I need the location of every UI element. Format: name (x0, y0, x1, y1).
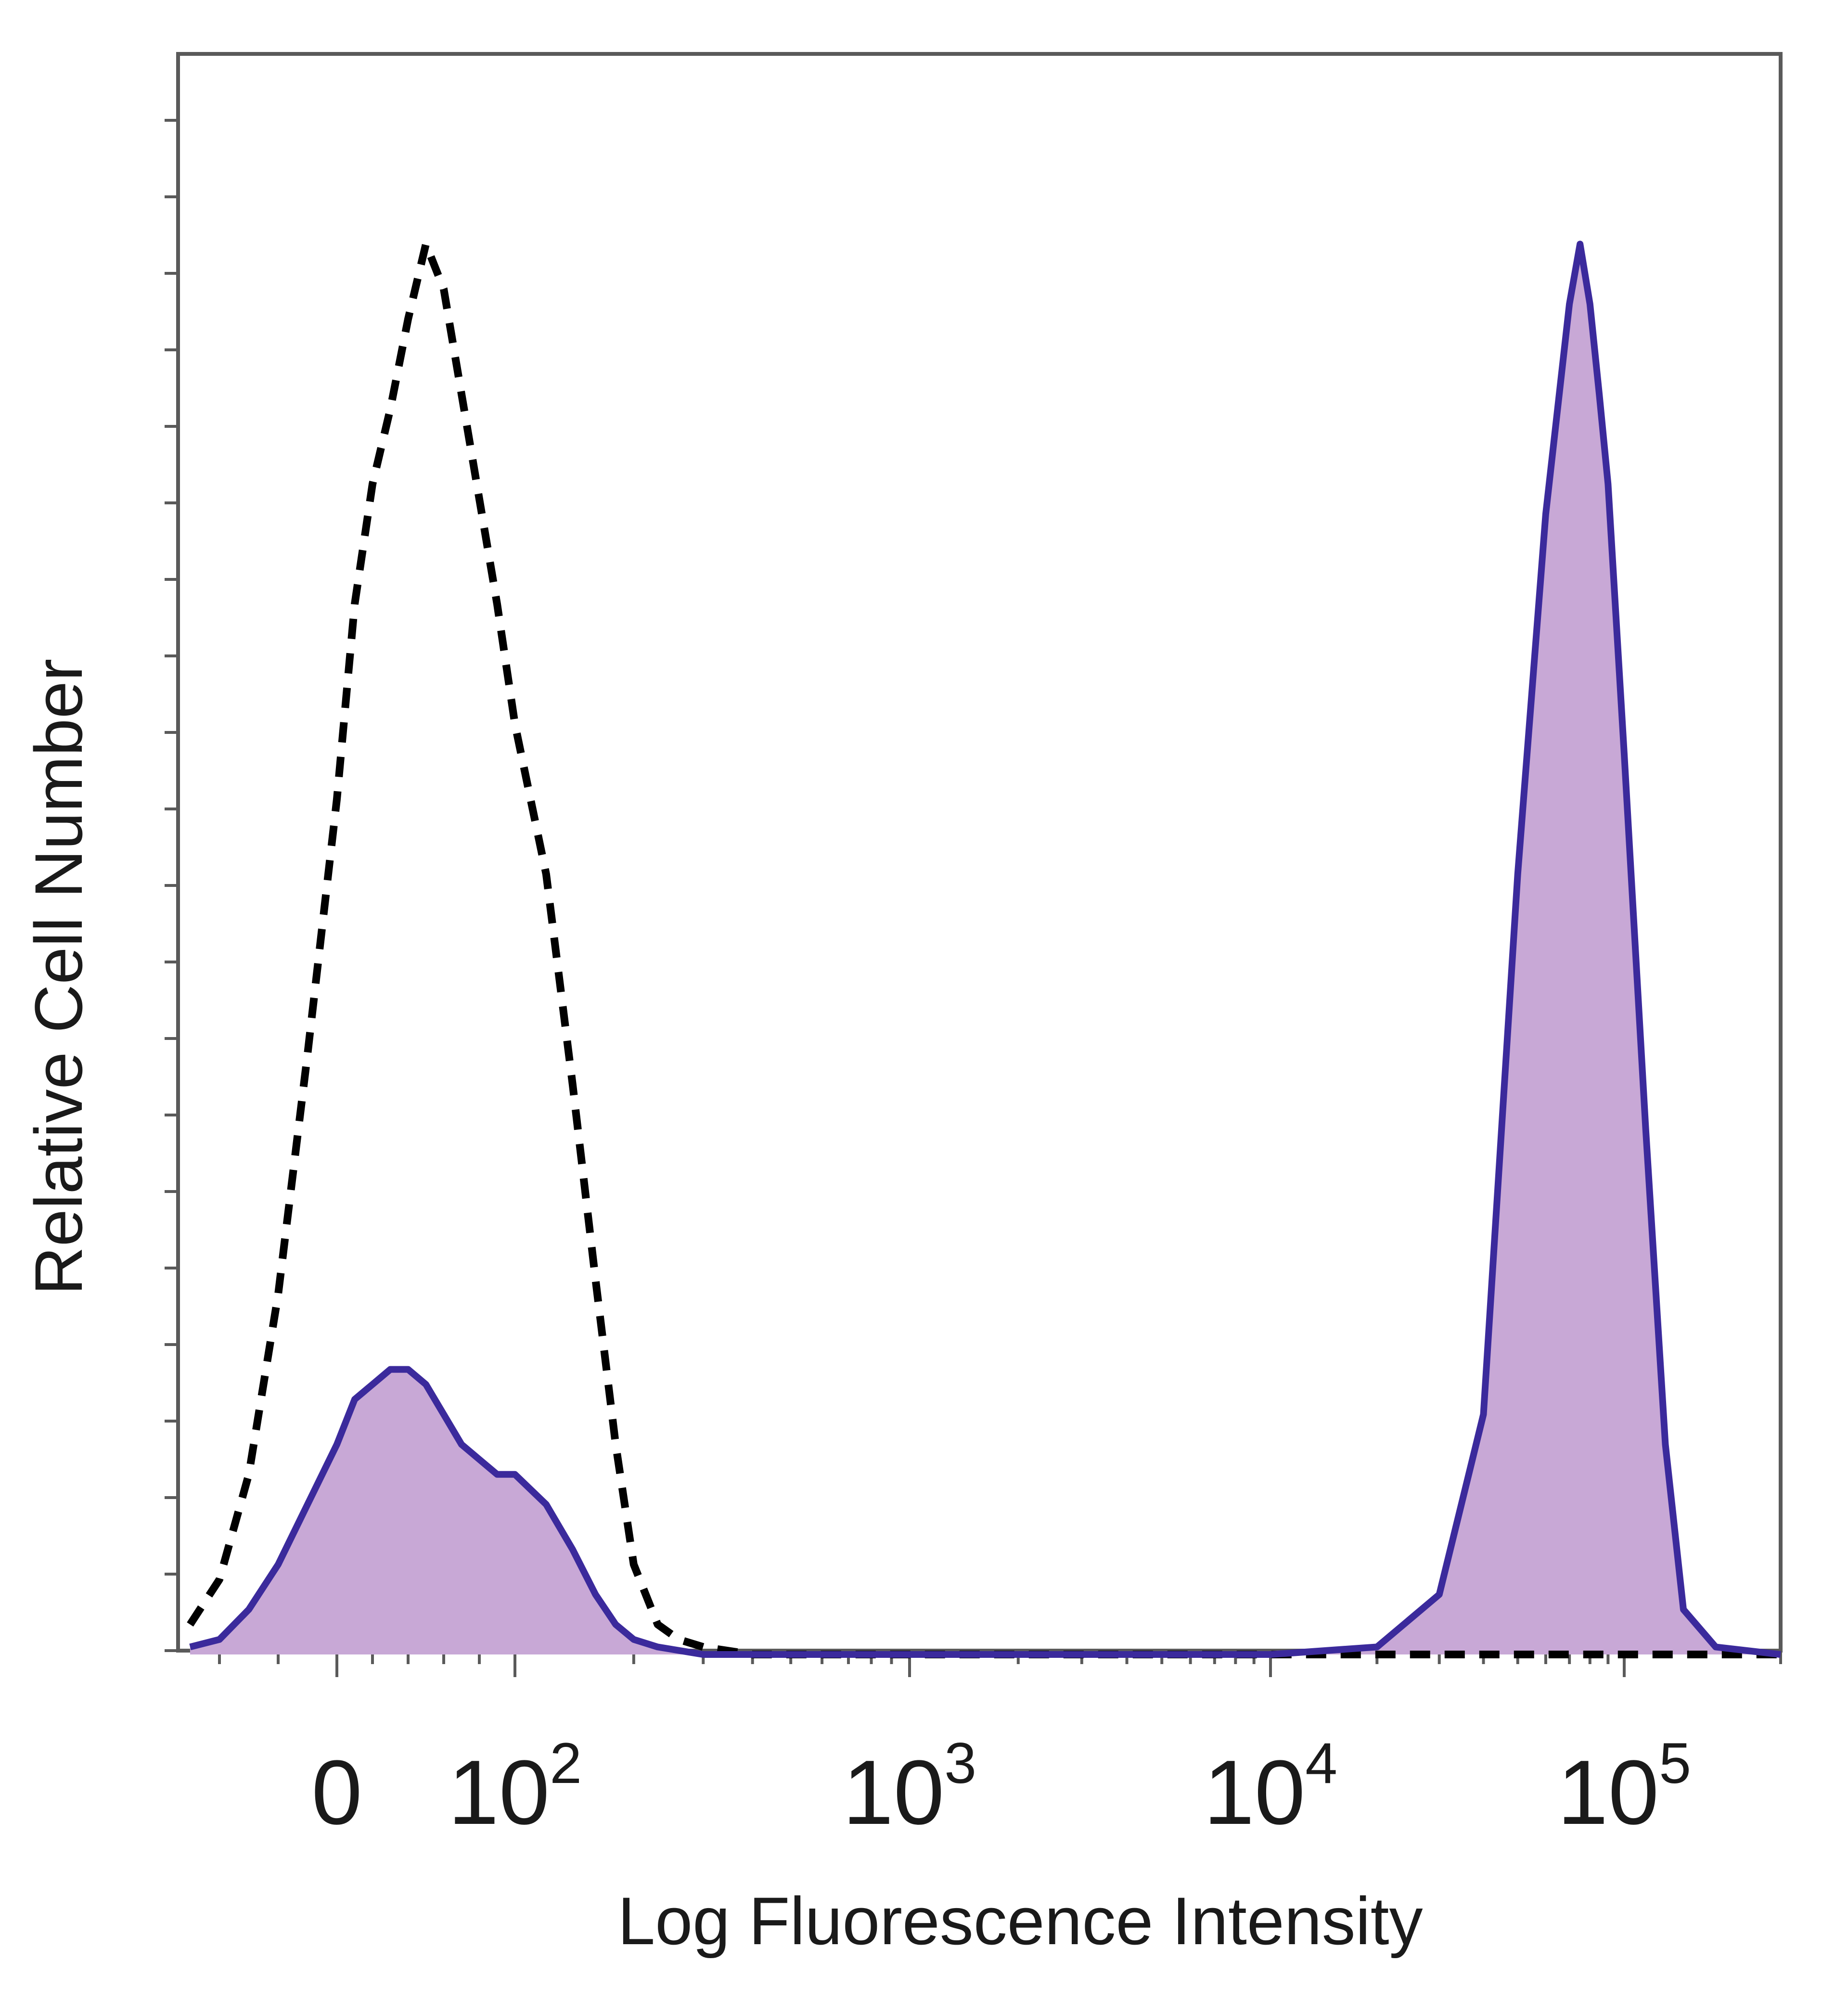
x-tick-label: 105 (1557, 1731, 1691, 1844)
y-axis-title: Relative Cell Number (21, 659, 96, 1295)
x-tick-labels: 0 102 103 104 105 (311, 1731, 1691, 1844)
series-fill-area (190, 244, 1781, 1654)
series-outline-solid (189, 241, 1781, 1658)
series-layer (187, 240, 1781, 1658)
x-axis-title: Log Fluorescence Intensity (617, 1883, 1423, 1959)
x-tick-label: 102 (448, 1731, 582, 1844)
x-tick-label: 103 (843, 1731, 976, 1844)
y-axis-ticks (165, 119, 178, 1652)
x-tick-label: 0 (311, 1742, 362, 1844)
x-tick-label: 104 (1204, 1731, 1337, 1844)
